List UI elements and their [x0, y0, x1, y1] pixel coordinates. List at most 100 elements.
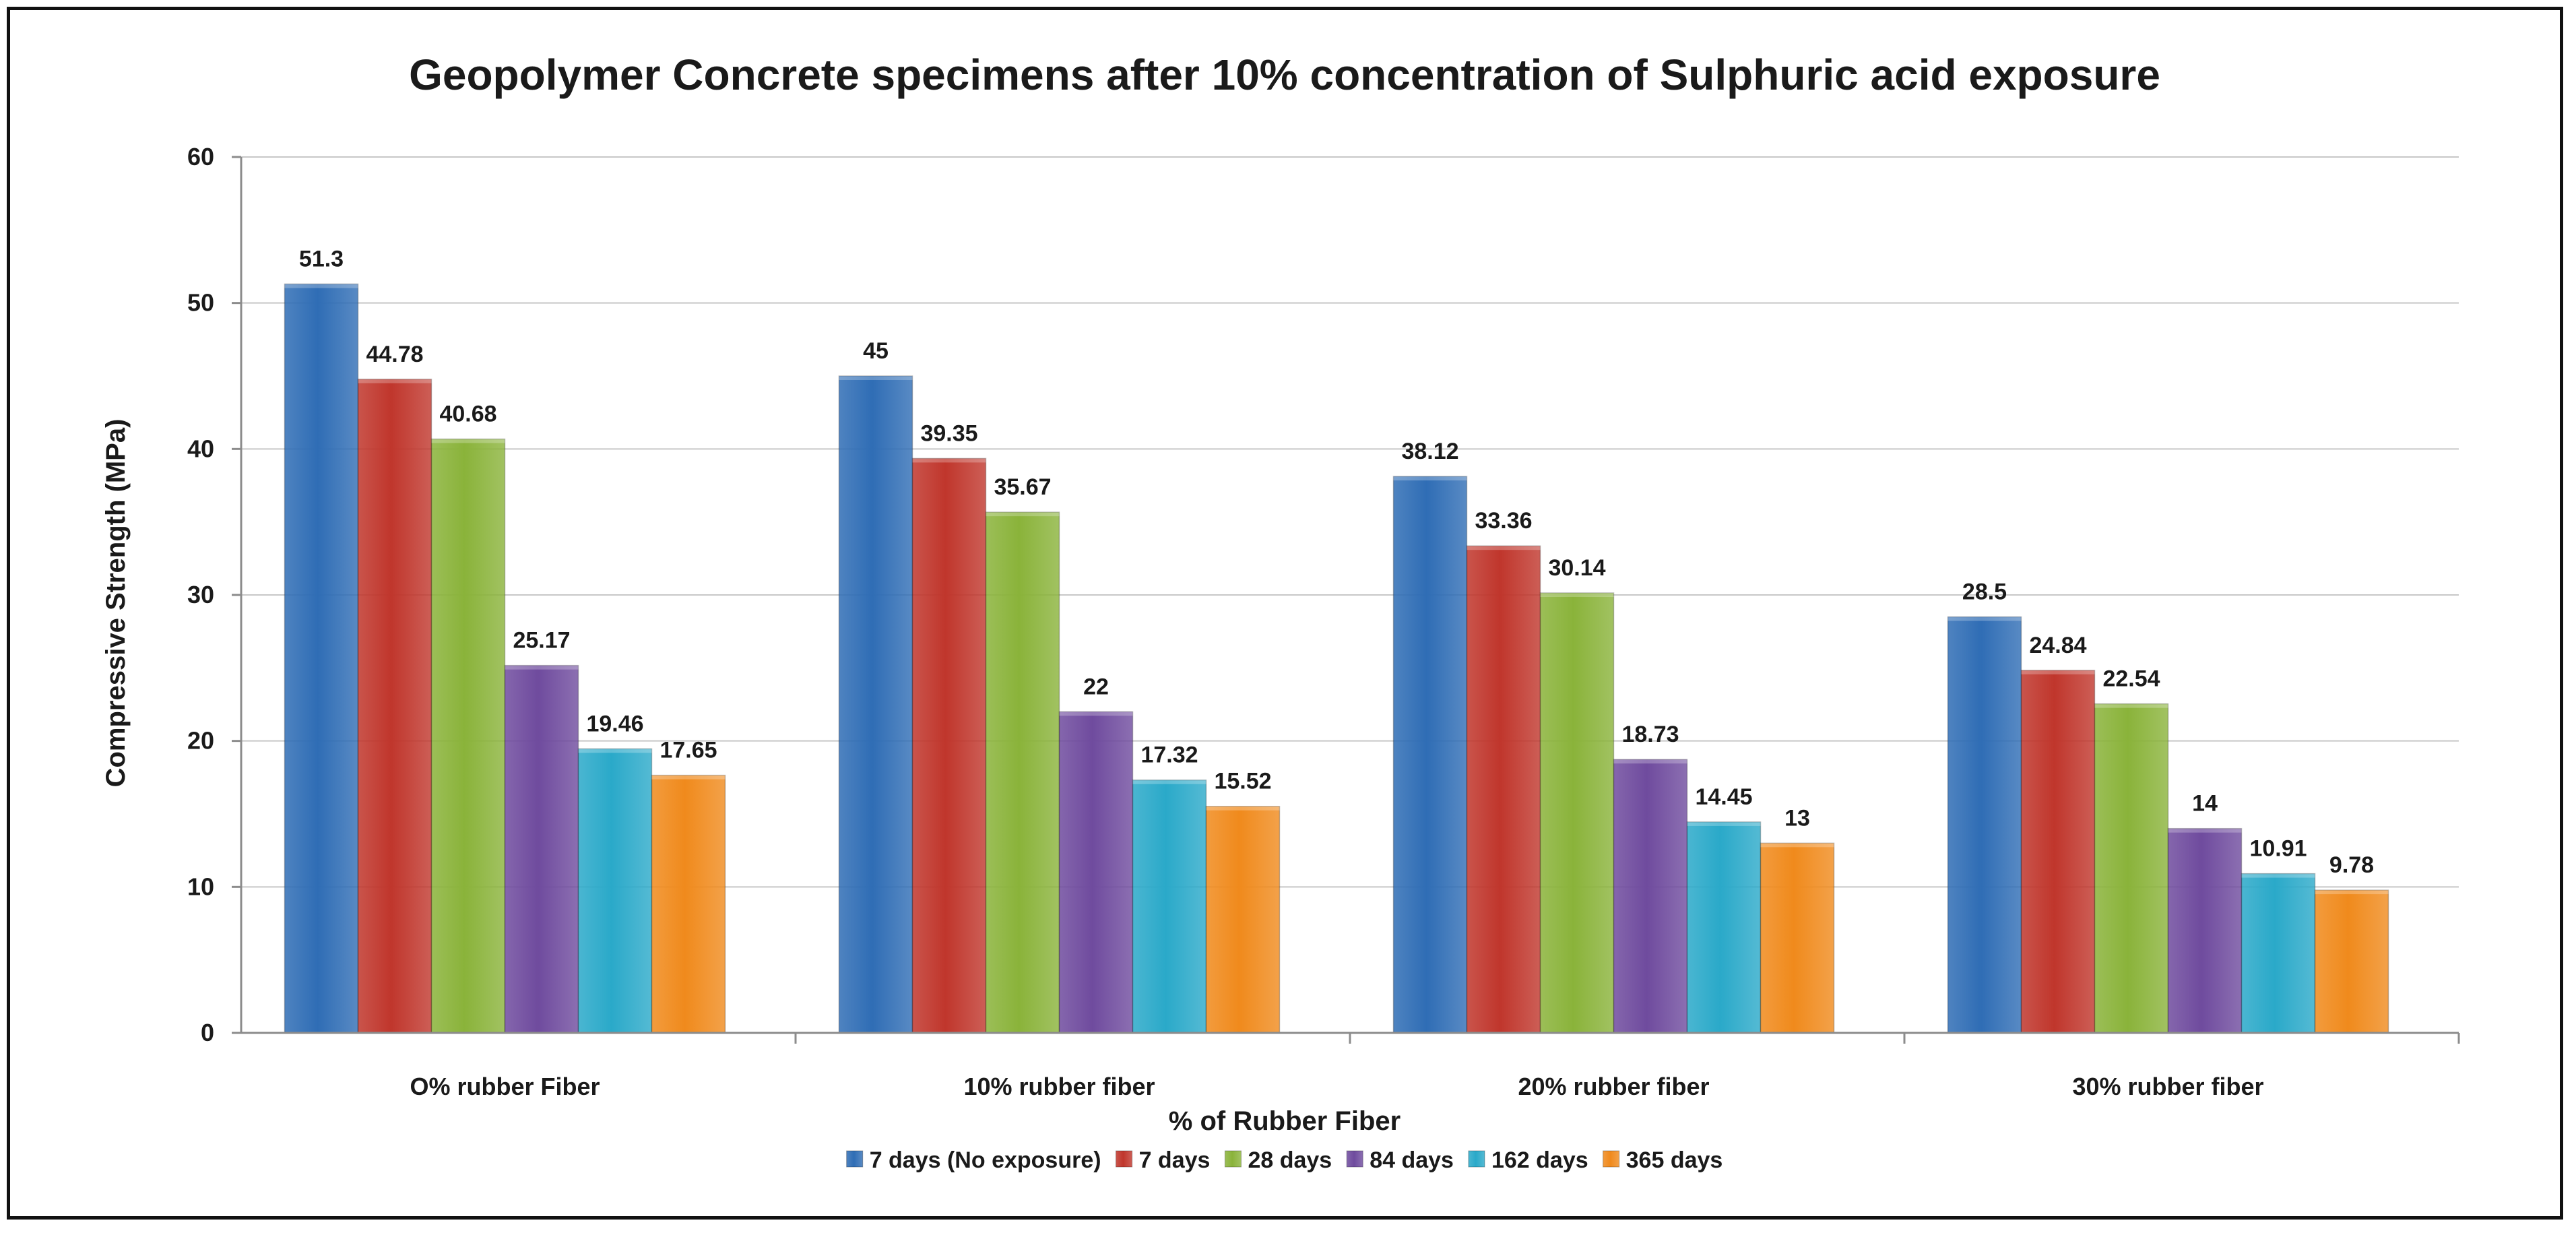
bar-highlight — [2094, 703, 2168, 708]
bar-highlight — [578, 749, 652, 753]
data-label: 45 — [863, 338, 889, 364]
bar-highlight — [358, 379, 432, 383]
y-tick-label: 20 — [187, 727, 214, 755]
bar-highlight — [1613, 759, 1687, 764]
bar-highlight — [284, 284, 358, 288]
data-label: 38.12 — [1401, 439, 1458, 464]
bar-highlight — [1059, 712, 1133, 716]
category-label: O% rubber Fiber — [410, 1073, 600, 1100]
bar — [985, 511, 1060, 1034]
y-tick-label: 0 — [201, 1019, 214, 1046]
bar — [838, 375, 913, 1034]
bar-highlight — [505, 665, 579, 670]
data-label: 28.5 — [1962, 579, 2007, 605]
bar-highlight — [2168, 828, 2242, 833]
bar-highlight — [2315, 890, 2389, 895]
y-tick-label: 40 — [187, 435, 214, 462]
legend-swatch — [1468, 1150, 1485, 1168]
bar-highlight — [1393, 476, 1467, 481]
legend-swatch — [846, 1150, 864, 1168]
bar-highlight — [431, 439, 505, 443]
bar — [1058, 711, 1134, 1034]
bar — [1539, 592, 1615, 1034]
legend-label: 365 days — [1626, 1147, 1723, 1173]
bar — [1205, 805, 1281, 1034]
data-labels: 51.3 44.78 40.68 25.17 19.46 17.65 45 39.35 35.6… — [299, 247, 2374, 879]
y-tick-label: 30 — [187, 581, 214, 608]
chart-frame: Geopolymer Concrete specimens after 10% … — [7, 7, 2563, 1220]
category-label: 30% rubber fiber — [2072, 1073, 2263, 1100]
legend-label: 162 days — [1491, 1147, 1588, 1173]
bar — [1686, 821, 1762, 1034]
bar-highlight — [1687, 821, 1761, 826]
category-label: 10% rubber fiber — [963, 1073, 1155, 1100]
bar — [357, 379, 432, 1034]
legend-swatch — [1116, 1150, 1133, 1168]
bar — [651, 774, 726, 1034]
bar-highlight — [1467, 546, 1541, 550]
data-label: 40.68 — [439, 402, 496, 427]
data-label: 44.78 — [366, 342, 423, 367]
bar-chart: Geopolymer Concrete specimens after 10% … — [101, 51, 2460, 1173]
bar — [1392, 476, 1468, 1034]
bar — [2314, 889, 2389, 1034]
bar-highlight — [1947, 616, 2022, 621]
legend-label: 7 days — [1139, 1147, 1211, 1173]
y-tick-label: 10 — [187, 873, 214, 900]
x-axis-title: % of Rubber Fiber — [1169, 1106, 1400, 1136]
data-label: 13 — [1784, 805, 1810, 831]
bar-highlight — [2021, 670, 2095, 674]
data-label: 22 — [1083, 674, 1109, 699]
bar — [1947, 616, 2022, 1034]
bar — [1466, 545, 1541, 1034]
data-label: 18.73 — [1621, 722, 1679, 747]
bar — [430, 438, 506, 1034]
bar — [1760, 842, 1835, 1034]
bar — [911, 457, 987, 1034]
data-label: 14.45 — [1695, 784, 1752, 810]
legend-label: 28 days — [1248, 1147, 1332, 1173]
data-label: 14 — [2192, 791, 2218, 817]
bar-highlight — [986, 512, 1060, 517]
y-tick-label: 50 — [187, 289, 214, 317]
y-tick-labels: 0 10 20 30 40 50 60 — [187, 143, 241, 1046]
bar-highlight — [651, 775, 726, 780]
data-label: 10.91 — [2249, 836, 2307, 862]
bar-highlight — [2241, 873, 2315, 878]
bar — [2094, 703, 2169, 1034]
bar — [2167, 827, 2243, 1034]
legend-swatch — [1224, 1150, 1242, 1168]
data-label: 15.52 — [1214, 769, 1271, 794]
data-label: 33.36 — [1475, 508, 1532, 534]
bar — [2241, 873, 2316, 1034]
bar — [577, 748, 653, 1034]
data-label: 35.67 — [994, 474, 1051, 500]
data-label: 17.65 — [659, 738, 717, 763]
bar — [1132, 779, 1207, 1034]
data-label: 30.14 — [1548, 555, 1605, 581]
data-label: 39.35 — [920, 420, 977, 446]
data-label: 24.84 — [2029, 633, 2086, 658]
bars — [284, 283, 2389, 1034]
bar — [1613, 759, 1688, 1034]
bar — [284, 283, 359, 1034]
data-label: 25.17 — [513, 628, 570, 654]
legend-label: 84 days — [1370, 1147, 1454, 1173]
bar-highlight — [912, 458, 986, 463]
legend-label: 7 days (No exposure) — [870, 1147, 1101, 1173]
legend: 7 days (No exposure) 7 days 28 days 84 days… — [846, 1147, 1723, 1173]
bar-highlight — [1760, 843, 1834, 848]
y-axis-title: Compressive Strength (MPa) — [101, 419, 131, 788]
bar-highlight — [1132, 780, 1206, 784]
legend-swatch — [1346, 1150, 1363, 1168]
data-label: 9.78 — [2329, 852, 2374, 878]
data-label: 19.46 — [586, 711, 643, 736]
data-label: 22.54 — [2102, 666, 2160, 692]
x-tick-labels: O% rubber Fiber 10% rubber fiber 20% rubbe… — [410, 1033, 2460, 1100]
bar — [504, 664, 579, 1034]
bar-highlight — [1540, 592, 1614, 597]
bar — [2020, 670, 2096, 1034]
bar-highlight — [1206, 806, 1280, 811]
bar-highlight — [839, 376, 913, 380]
data-label: 17.32 — [1140, 742, 1198, 768]
